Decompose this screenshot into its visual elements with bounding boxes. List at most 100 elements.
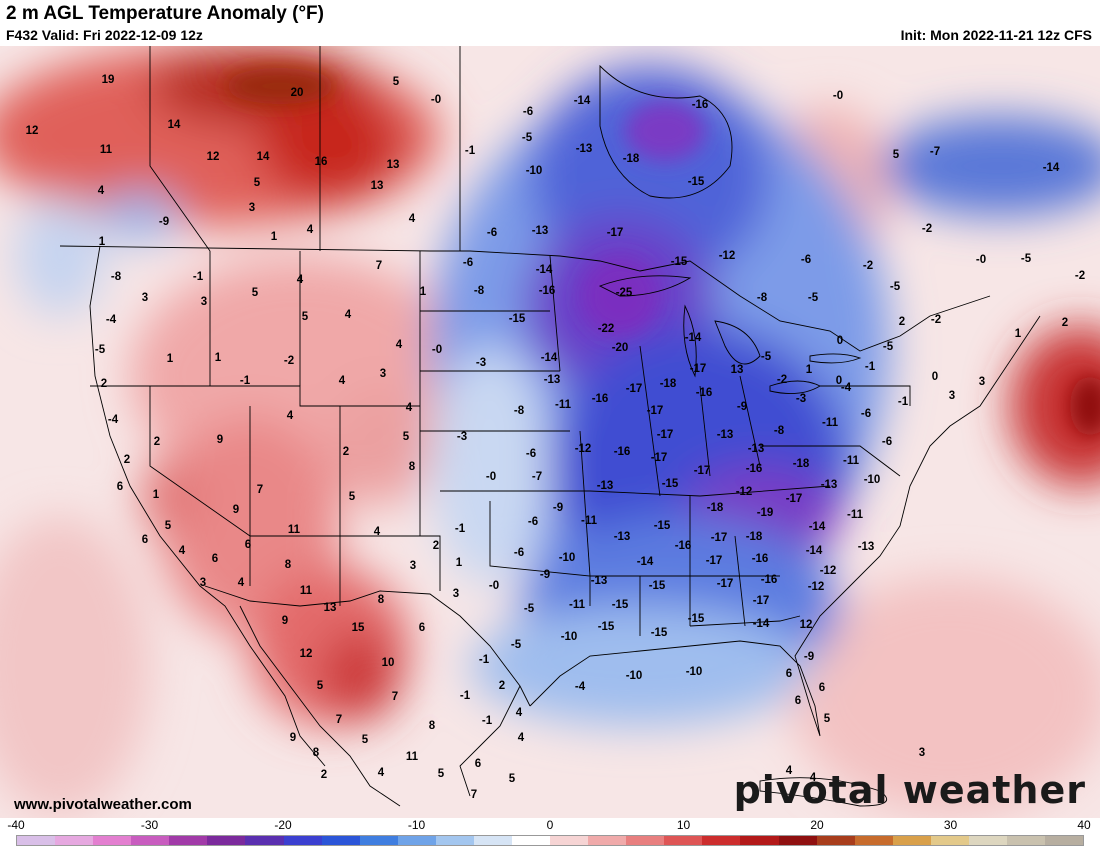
anomaly-value-label: 2 — [899, 316, 905, 328]
anomaly-value-label: -7 — [930, 146, 940, 158]
anomaly-value-label: 1 — [271, 231, 278, 243]
anomaly-value-label: 2 — [321, 769, 327, 781]
anomaly-value-label: 8 — [378, 594, 385, 606]
anomaly-map[interactable]: 19 20 5 -0 12 14 11 12 14 16 13 4 5 13 3 -9 4 1 4 1 -8 -1 4 7 3 3… — [0, 46, 1100, 818]
anomaly-value-label: -15 — [651, 627, 668, 639]
anomaly-value-label: -17 — [657, 429, 674, 441]
anomaly-value-label: -5 — [890, 281, 901, 293]
colorbar-segment — [93, 836, 132, 845]
anomaly-value-label: -3 — [476, 357, 486, 369]
anomaly-value-label: 12 — [26, 125, 39, 137]
anomaly-value-label: 6 — [212, 553, 218, 565]
anomaly-value-label: -1 — [465, 145, 476, 157]
anomaly-value-label: -5 — [524, 603, 535, 615]
colorbar — [16, 835, 1084, 846]
anomaly-value-label: -16 — [696, 387, 713, 399]
anomaly-value-label: 13 — [371, 180, 384, 192]
anomaly-value-label: -17 — [753, 595, 770, 607]
colorbar-tick-label: -40 — [7, 818, 25, 832]
anomaly-value-label: -18 — [660, 378, 677, 390]
anomaly-value-label: -14 — [574, 95, 591, 107]
anomaly-value-label: 3 — [410, 560, 416, 572]
anomaly-value-label: -5 — [761, 351, 772, 363]
colorbar-segment — [283, 836, 322, 845]
colorbar-segment — [816, 836, 855, 845]
colorbar-tick-label: 20 — [810, 818, 824, 832]
anomaly-value-label: -0 — [489, 580, 499, 592]
anomaly-value-label: -0 — [833, 90, 843, 102]
colorbar-segment — [435, 836, 474, 845]
anomaly-value-label: 20 — [291, 87, 304, 99]
init-time: Init: Mon 2022-11-21 12z CFS — [900, 27, 1092, 43]
anomaly-value-label: 3 — [200, 577, 206, 589]
website-url[interactable]: www.pivotalweather.com — [14, 796, 192, 813]
anomaly-value-label: -5 — [1021, 253, 1032, 265]
anomaly-value-label: 4 — [374, 526, 381, 538]
anomaly-value-label: 13 — [731, 364, 744, 376]
colorbar-segment — [740, 836, 779, 845]
anomaly-value-label: 13 — [387, 159, 400, 171]
anomaly-value-label: 1 — [153, 489, 160, 501]
anomaly-value-label: -15 — [688, 176, 705, 188]
anomaly-value-label: -1 — [460, 690, 471, 702]
anomaly-value-label: 13 — [324, 602, 337, 614]
anomaly-value-label: -13 — [614, 531, 631, 543]
anomaly-value-label: -11 — [555, 399, 572, 411]
anomaly-value-label: -13 — [576, 143, 593, 155]
anomaly-value-label: -14 — [541, 352, 558, 364]
anomaly-value-label: 5 — [362, 734, 369, 746]
anomaly-value-label: 1 — [806, 364, 813, 376]
anomaly-value-label: -12 — [736, 486, 753, 498]
anomaly-value-label: -1 — [193, 271, 204, 283]
anomaly-value-label: -9 — [159, 216, 169, 228]
anomaly-value-label: -6 — [463, 257, 473, 269]
anomaly-value-label: 2 — [124, 454, 130, 466]
anomaly-value-label: -15 — [649, 580, 666, 592]
anomaly-value-label: 6 — [475, 758, 481, 770]
colorbar-segment — [778, 836, 817, 845]
anomaly-value-label: 12 — [300, 648, 313, 660]
anomaly-value-label: 8 — [409, 461, 416, 473]
anomaly-value-label: -6 — [523, 106, 533, 118]
anomaly-value-label: 1 — [167, 353, 174, 365]
anomaly-value-label: -16 — [614, 446, 631, 458]
colorbar-segment — [930, 836, 969, 845]
anomaly-value-label: 6 — [419, 622, 425, 634]
map-header: 2 m AGL Temperature Anomaly (°F) F432 Va… — [0, 0, 1100, 46]
anomaly-value-label: 2 — [1062, 317, 1068, 329]
anomaly-value-label: -17 — [786, 493, 803, 505]
anomaly-value-label: 4 — [518, 732, 525, 744]
anomaly-value-label: -11 — [581, 515, 598, 527]
anomaly-value-label: -3 — [796, 393, 806, 405]
anomaly-value-label: -13 — [717, 429, 734, 441]
anomaly-value-label: -16 — [692, 99, 709, 111]
anomaly-value-label: -0 — [432, 344, 442, 356]
anomaly-value-label: 4 — [98, 185, 105, 197]
colorbar-segment — [588, 836, 627, 845]
political-boundaries — [59, 46, 1041, 807]
anomaly-value-label: -18 — [623, 153, 640, 165]
anomaly-value-label: 4 — [307, 224, 314, 236]
anomaly-value-label: 9 — [217, 434, 223, 446]
anomaly-value-label: -2 — [931, 314, 941, 326]
anomaly-value-label: 9 — [233, 504, 239, 516]
anomaly-value-label: -9 — [553, 502, 563, 514]
anomaly-value-label: 11 — [300, 585, 313, 597]
anomaly-value-label: -12 — [719, 250, 736, 262]
anomaly-value-label: 9 — [290, 732, 296, 744]
anomaly-value-label: 7 — [336, 714, 342, 726]
anomaly-value-label: -1 — [898, 396, 909, 408]
anomaly-value-label: 6 — [795, 695, 801, 707]
anomaly-value-label: 5 — [254, 177, 261, 189]
anomaly-value-label: 7 — [471, 789, 477, 801]
anomaly-value-label: -0 — [431, 94, 441, 106]
colorbar-segment — [397, 836, 436, 845]
anomaly-value-label: -13 — [591, 575, 608, 587]
anomaly-value-label: 8 — [285, 559, 292, 571]
anomaly-value-label: -10 — [864, 474, 881, 486]
anomaly-value-label: 3 — [201, 296, 207, 308]
anomaly-value-label: -6 — [801, 254, 811, 266]
anomaly-value-label: -14 — [753, 618, 770, 630]
anomaly-value-label: 11 — [100, 144, 113, 156]
